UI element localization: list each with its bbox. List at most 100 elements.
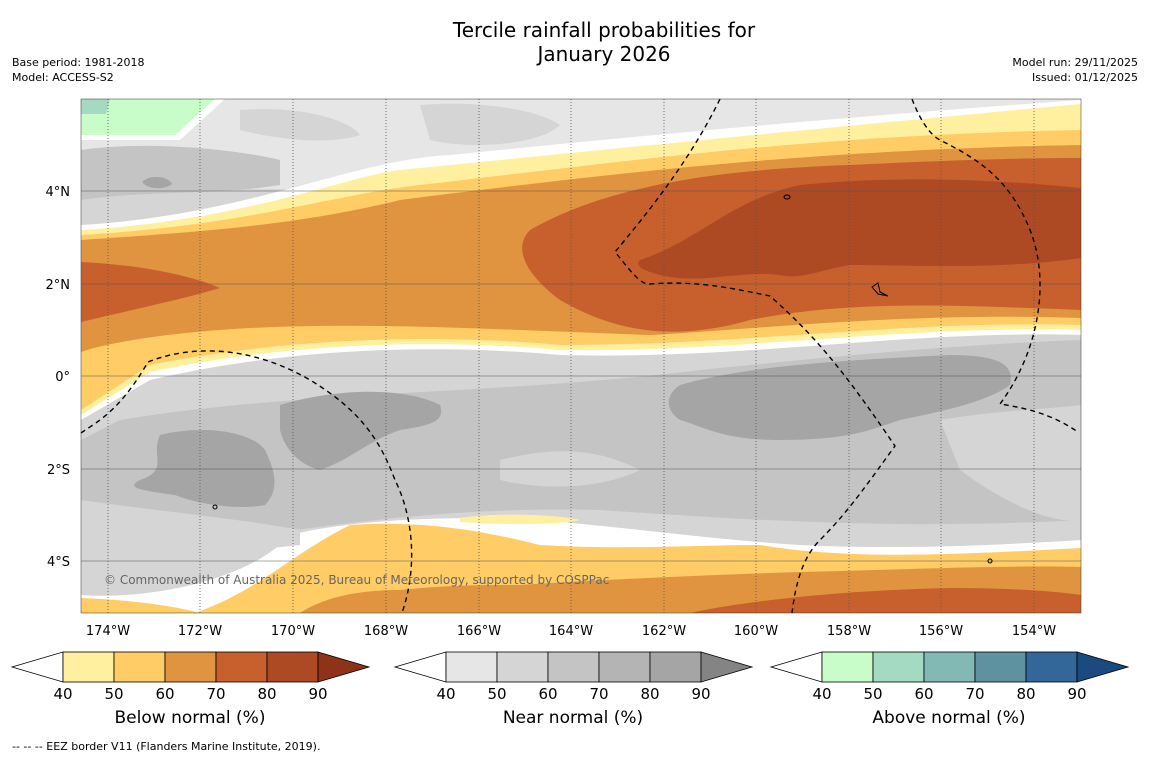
colorbar-0: 40 50 60 70 80 90 — [10, 651, 371, 703]
eez-footnote: -- -- -- EEZ border V11 (Flanders Marine… — [12, 740, 321, 753]
colorbar-tick-label: 80 — [257, 685, 276, 703]
colorbar-segment — [164, 651, 217, 683]
meta-right: Model run: 29/11/2025 Issued: 01/12/2025 — [1012, 55, 1138, 85]
colorbar-segment — [215, 651, 268, 683]
island-3 — [212, 504, 218, 510]
colorbar-tick-label: 40 — [812, 685, 831, 703]
colorbar-extend-low — [769, 651, 823, 683]
colorbar-segment — [821, 651, 874, 683]
near-normal-patch-dark — [142, 176, 172, 189]
near-normal-patch-north — [81, 145, 280, 200]
eez-border-east — [911, 98, 1079, 433]
colorbar-tick-label: 80 — [1016, 685, 1035, 703]
colorbar-label-above: Above normal (%) — [872, 708, 1026, 728]
colorbar-segment — [974, 651, 1027, 683]
colorbar-segment — [266, 651, 319, 683]
colorbar-segment — [547, 651, 600, 683]
near-normal-dark-1 — [134, 430, 275, 507]
x-tick: 172°W — [178, 624, 222, 639]
copyright-text: © Commonwealth of Australia 2025, Bureau… — [104, 573, 609, 587]
colorbar-tick-label: 70 — [965, 685, 984, 703]
title-line-1: Tercile rainfall probabilities for — [452, 18, 756, 42]
model-run: Model run: 29/11/2025 — [1012, 56, 1138, 69]
colorbar-extend-high — [317, 651, 371, 683]
x-tick: 174°W — [86, 624, 130, 639]
below-normal-south-70 — [690, 588, 1081, 613]
colorbar-2: 40 50 60 70 80 90 — [769, 651, 1130, 703]
y-tick: 2°N — [46, 278, 71, 293]
colorbar-segment — [496, 651, 549, 683]
colorbar-segment — [1025, 651, 1078, 683]
near-normal-light-east — [940, 405, 1081, 521]
colorbar-segment — [113, 651, 166, 683]
colorbar-extend-low — [10, 651, 64, 683]
above-normal-patch-green — [81, 99, 215, 135]
colorbar-label-below: Below normal (%) — [114, 708, 266, 728]
islands — [212, 194, 993, 564]
eez-border-west — [80, 350, 413, 614]
x-tick: 158°W — [827, 624, 871, 639]
colorbar-tick-label: 60 — [155, 685, 174, 703]
x-tick: 160°W — [734, 624, 778, 639]
near-normal-south-light — [81, 500, 300, 575]
colorbar-segment — [445, 651, 498, 683]
x-tick: 168°W — [364, 624, 408, 639]
x-tick: 166°W — [457, 624, 501, 639]
meta-left: Base period: 1981-2018 Model: ACCESS-S2 — [12, 55, 144, 85]
colorbar-segment — [598, 651, 651, 683]
map-title: Tercile rainfall probabilities for Janua… — [354, 18, 854, 66]
x-tick: 164°W — [549, 624, 593, 639]
x-tick: 170°W — [271, 624, 315, 639]
x-axis-ticks: 174°W 172°W 170°W 168°W 166°W 164°W 162°… — [86, 624, 1056, 639]
island-2 — [871, 282, 889, 297]
y-tick: 0° — [55, 370, 70, 385]
y-tick: 4°S — [47, 555, 70, 570]
x-tick: 162°W — [642, 624, 686, 639]
colorbar-extend-high — [1076, 651, 1130, 683]
colorbar-tick-label: 40 — [53, 685, 72, 703]
colorbar-tick-label: 90 — [1067, 685, 1086, 703]
colorbar-segment — [872, 651, 925, 683]
colorbar-segment — [649, 651, 702, 683]
below-normal-70-west — [81, 262, 220, 322]
near-normal-patch-small — [240, 109, 360, 141]
base-period: Base period: 1981-2018 — [12, 56, 145, 69]
colorbar-extend-low — [393, 651, 447, 683]
colorbar-tick-label: 60 — [538, 685, 557, 703]
colorbar-segment — [923, 651, 976, 683]
above-normal-patch-teal — [81, 99, 110, 114]
colorbar-label-near: Near normal (%) — [502, 708, 644, 728]
below-normal-80 — [638, 179, 1081, 279]
below-normal-south-light — [460, 514, 580, 525]
colorbar-tick-label: 70 — [206, 685, 225, 703]
colorbars: 40 50 60 70 80 90 40 50 60 70 80 90 40 50 60 70 80 90 — [10, 651, 1130, 703]
model-name: Model: ACCESS-S2 — [12, 71, 114, 84]
title-line-2: January 2026 — [537, 42, 671, 66]
near-normal-patch-mid — [420, 103, 560, 145]
y-axis-ticks: 4°N 2°N 0° 2°S 4°S — [46, 185, 71, 570]
below-normal-south-lower — [81, 598, 200, 613]
eez-border-center — [614, 98, 896, 614]
colorbar-tick-label: 90 — [691, 685, 710, 703]
map-frame — [80, 98, 1082, 614]
issued-date: Issued: 01/12/2025 — [1031, 71, 1138, 84]
colorbar-tick-label: 80 — [640, 685, 659, 703]
colorbar-1: 40 50 60 70 80 90 — [393, 651, 754, 703]
colorbar-tick-label: 60 — [914, 685, 933, 703]
colorbar-tick-label: 50 — [863, 685, 882, 703]
eez-borders — [80, 98, 1079, 614]
y-tick: 2°S — [47, 463, 70, 478]
island-4 — [987, 558, 993, 564]
island-1 — [783, 194, 791, 200]
colorbar-segment — [62, 651, 115, 683]
colorbar-tick-label: 70 — [589, 685, 608, 703]
x-tick: 156°W — [919, 624, 963, 639]
probability-field — [81, 99, 1081, 613]
y-tick: 4°N — [46, 185, 71, 200]
colorbar-extend-high — [700, 651, 754, 683]
colorbar-tick-label: 50 — [487, 685, 506, 703]
colorbar-tick-label: 40 — [436, 685, 455, 703]
gridlines — [81, 99, 1081, 613]
x-tick: 154°W — [1012, 624, 1056, 639]
